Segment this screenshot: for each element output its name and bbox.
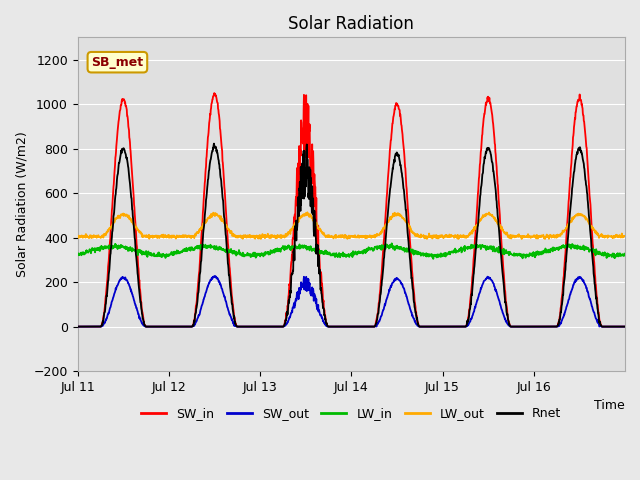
Legend: SW_in, SW_out, LW_in, LW_out, Rnet: SW_in, SW_out, LW_in, LW_out, Rnet [136, 402, 566, 425]
Title: Solar Radiation: Solar Radiation [289, 15, 414, 33]
X-axis label: Time: Time [595, 399, 625, 412]
Y-axis label: Solar Radiation (W/m2): Solar Radiation (W/m2) [15, 132, 28, 277]
Text: SB_met: SB_met [92, 56, 143, 69]
